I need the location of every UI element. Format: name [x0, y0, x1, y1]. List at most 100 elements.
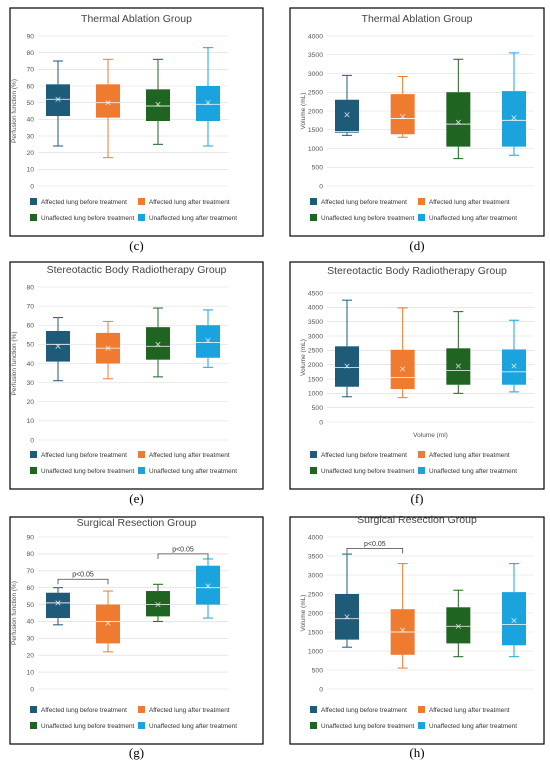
y-tick-label: 40 — [26, 619, 34, 626]
panel-frame — [289, 261, 545, 490]
legend-item-4: Unaffected lung after treatment — [418, 722, 517, 730]
y-tick-label: 0 — [30, 686, 34, 693]
legend-swatch — [310, 706, 317, 713]
mean-marker — [511, 363, 517, 369]
y-tick-label: 10 — [26, 669, 34, 676]
legend-item-3: Unaffected lung before treatment — [30, 722, 135, 730]
panel-label: (g) — [129, 745, 144, 760]
chart-title: Stereotactic Body Radiotherapy Group — [47, 264, 227, 276]
mean-marker — [344, 112, 350, 118]
legend-item-2: Affected lung after treatment — [418, 198, 510, 206]
box-iqr — [196, 325, 220, 358]
y-axis-label: Perfusion function (%) — [11, 581, 18, 645]
y-tick-label: 90 — [26, 33, 34, 40]
y-axis: 0 500 1000 1500 2000 2500 3000 3500 4000 — [308, 534, 534, 693]
y-axis-label: Volume (mL) — [300, 595, 307, 632]
legend-label: Unaffected lung before treatment — [321, 723, 415, 730]
legend-label: Unaffected lung before treatment — [321, 215, 415, 222]
legend-label: Unaffected lung before treatment — [321, 468, 415, 475]
panel-frame — [9, 261, 264, 490]
y-tick-label: 30 — [26, 133, 34, 140]
p-value-label: p<0.05 — [364, 541, 386, 548]
legend-item-1: Affected lung before treatment — [30, 451, 127, 459]
box-3 — [446, 58, 471, 160]
legend-item-2: Affected lung after treatment — [138, 451, 230, 459]
significance-bracket: p<0.05 — [346, 541, 404, 554]
legend-label: Affected lung before treatment — [321, 452, 407, 459]
y-tick-label: 2500 — [308, 90, 323, 97]
legend: Affected lung before treatment Affected l… — [30, 198, 237, 222]
y-tick-label: 1500 — [308, 376, 323, 383]
legend-label: Affected lung after treatment — [429, 199, 510, 206]
y-axis-label: Perfusion function (%) — [11, 79, 18, 143]
legend-swatch — [30, 467, 37, 474]
bracket-line — [57, 578, 109, 585]
y-tick-label: 50 — [26, 100, 34, 107]
mean-marker — [205, 337, 211, 344]
box-iqr — [146, 89, 170, 121]
legend-label: Affected lung before treatment — [41, 707, 127, 714]
y-tick-label: 40 — [26, 117, 34, 124]
y-tick-label: 1000 — [308, 391, 323, 398]
box-iqr — [96, 84, 120, 118]
y-axis: 0 500 1000 1500 2000 2500 3000 3500 4000 — [308, 33, 534, 190]
y-tick-label: 3500 — [308, 553, 323, 560]
legend-item-1: Affected lung before treatment — [310, 451, 407, 459]
legend-label: Affected lung after treatment — [149, 452, 230, 459]
box-iqr — [96, 604, 120, 644]
mean-marker — [400, 627, 406, 633]
box-iqr — [146, 327, 170, 360]
y-tick-label: 90 — [26, 534, 34, 541]
y-tick-label: 50 — [26, 342, 34, 349]
legend-swatch — [310, 467, 317, 474]
chart-panel-e: Stereotactic Body Radiotherapy Group 0 10 2… — [9, 261, 264, 506]
legend-label: Affected lung after treatment — [429, 452, 510, 459]
legend-swatch — [418, 706, 425, 713]
bracket-line — [346, 548, 404, 554]
legend-label: Affected lung before treatment — [321, 199, 407, 206]
y-tick-label: 1000 — [308, 146, 323, 153]
legend-label: Unaffected lung after treatment — [429, 723, 517, 730]
y-tick-label: 0 — [30, 183, 34, 190]
box-4 — [196, 558, 220, 619]
box-iqr — [46, 84, 70, 116]
y-tick-label: 0 — [319, 686, 323, 693]
legend-swatch — [30, 722, 37, 729]
box-iqr — [196, 86, 220, 121]
legend-swatch — [418, 214, 425, 221]
y-tick-label: 20 — [26, 150, 34, 157]
mean-marker — [400, 114, 406, 120]
p-value-label: p<0.05 — [172, 546, 194, 553]
box-iqr — [146, 591, 170, 617]
mean-marker — [155, 341, 161, 347]
legend-item-2: Affected lung after treatment — [138, 706, 230, 714]
significance-bracket: p<0.05 — [57, 572, 109, 585]
mean-marker — [55, 343, 61, 349]
mean-marker — [105, 620, 111, 626]
box-iqr — [502, 91, 526, 147]
y-tick-label: 3000 — [308, 333, 323, 340]
legend-label: Affected lung before treatment — [321, 707, 407, 714]
legend-swatch — [30, 214, 37, 221]
y-tick-label: 10 — [26, 418, 34, 425]
legend-item-3: Unaffected lung before treatment — [30, 214, 135, 222]
box-3 — [146, 307, 170, 378]
legend: Affected lung before treatment Affected l… — [310, 706, 517, 730]
panel-label: (h) — [409, 745, 424, 760]
box-1 — [46, 317, 70, 382]
panel-label: (f) — [411, 491, 424, 506]
legend-swatch — [310, 722, 317, 729]
box-iqr — [446, 92, 471, 147]
significance-bracket: p<0.05 — [157, 546, 209, 559]
panel-frame — [9, 7, 264, 237]
y-tick-label: 50 — [26, 602, 34, 609]
legend-item-1: Affected lung before treatment — [310, 198, 407, 206]
mean-marker — [205, 100, 211, 106]
box-1 — [335, 74, 359, 136]
y-axis: 0 500 1000 1500 2000 2500 3000 3500 4000 4500 — [308, 290, 534, 426]
mean-marker — [455, 119, 461, 125]
box-iqr — [335, 99, 359, 133]
y-tick-label: 1000 — [308, 648, 323, 655]
mean-marker — [105, 100, 111, 106]
legend-item-4: Unaffected lung after treatment — [418, 467, 517, 475]
